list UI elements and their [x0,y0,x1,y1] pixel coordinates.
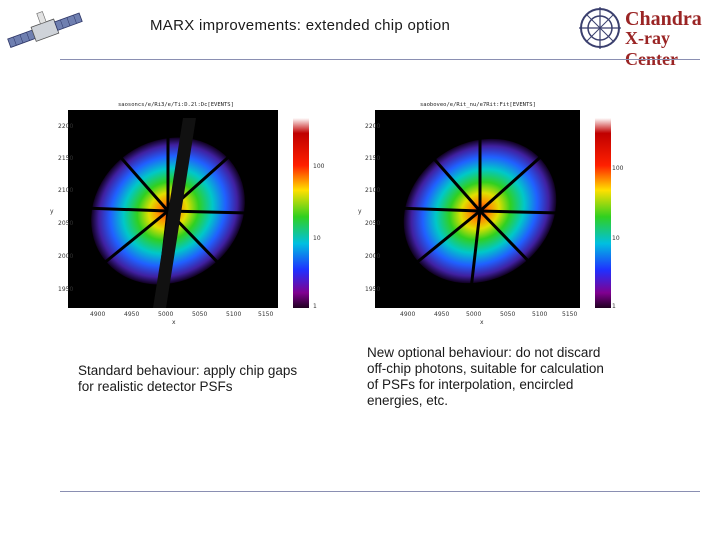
y-tick: 1950 [365,286,380,293]
colorbar-tick: 100 [313,163,325,170]
x-tick: 5050 [500,311,515,318]
x-axis-label: x [480,319,484,326]
x-tick: 4950 [434,311,449,318]
chandra-satellite-icon [7,11,83,48]
psf-image-left: saosoncs/e/Ri3/e/Ti:D.2l:Dc[EVENTS] 2200… [50,102,325,326]
y-tick: 2150 [365,155,380,162]
chandra-logo-icon [579,7,621,49]
caption-right: New optional behaviour: do not discard o… [367,345,604,408]
y-tick: 2200 [58,123,73,130]
top-divider [60,59,700,60]
x-tick: 5100 [532,311,547,318]
bottom-divider [60,491,700,492]
x-tick: 5100 [226,311,241,318]
x-tick: 4900 [90,311,105,318]
y-axis-label: y [50,208,54,215]
x-tick: 4900 [400,311,415,318]
x-tick: 5050 [192,311,207,318]
x-tick: 5150 [562,311,577,318]
colorbar-tick: 1 [313,303,317,310]
logo-line2: X-ray Center [625,28,678,69]
logo-line1: Chandra [625,8,702,30]
x-tick: 5000 [466,311,481,318]
colorbar-tick: 10 [612,235,620,242]
x-tick: 5000 [158,311,173,318]
caption-left: Standard behaviour: apply chip gaps for … [78,363,298,394]
y-tick: 2000 [365,253,380,260]
y-tick: 2200 [365,123,380,130]
colorbar-tick: 10 [313,235,321,242]
panel-header: saoboveo/e/Rit_nu/e7Rit:Fit[EVENTS] [420,102,536,108]
x-tick: 4950 [124,311,139,318]
y-tick: 2050 [365,220,380,227]
psf-image-right: saoboveo/e/Rit_nu/e7Rit:Fit[EVENTS] 2200… [358,102,624,326]
y-tick: 2150 [58,155,73,162]
panel-header: saosoncs/e/Ri3/e/Ti:D.2l:Dc[EVENTS] [118,102,234,108]
x-axis-label: x [172,319,176,326]
colorbar [293,118,309,308]
y-tick: 2100 [58,187,73,194]
y-tick: 2000 [58,253,73,260]
y-tick: 2100 [365,187,380,194]
y-tick: 1950 [58,286,73,293]
colorbar-tick: 1 [612,303,616,310]
x-tick: 5150 [258,311,273,318]
colorbar-tick: 100 [612,165,624,172]
slide-title: MARX improvements: extended chip option [150,17,451,34]
y-tick: 2050 [58,220,73,227]
y-axis-label: y [358,208,362,215]
colorbar [595,118,611,308]
